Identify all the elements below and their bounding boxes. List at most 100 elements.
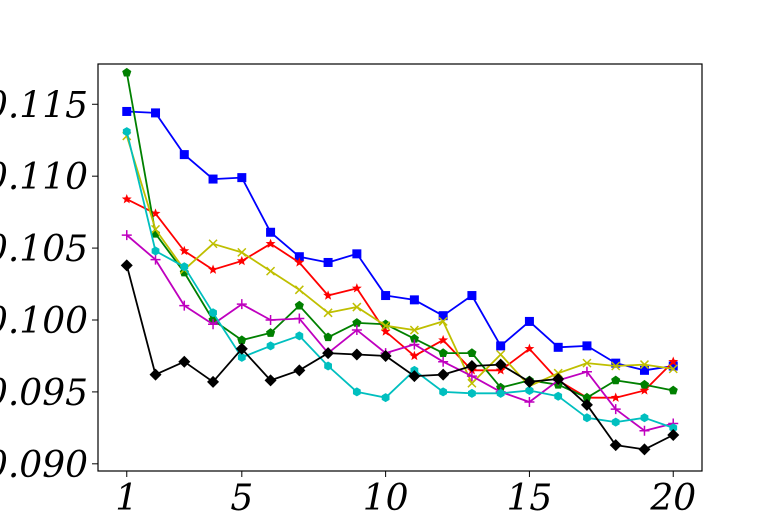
data-point — [639, 385, 650, 395]
data-point — [381, 291, 391, 301]
data-point — [467, 291, 477, 301]
data-point — [583, 413, 591, 423]
data-point — [525, 385, 534, 395]
series-pentagon — [122, 67, 678, 402]
data-point — [121, 193, 132, 204]
series-line — [125, 131, 674, 429]
data-point — [465, 360, 478, 373]
data-point — [352, 318, 362, 327]
series-layer — [120, 67, 680, 456]
data-point — [266, 341, 275, 351]
data-point — [524, 316, 534, 326]
y-axis: 0.090 0.095 0.100 0.105 0.110 0.115 — [0, 85, 98, 486]
data-point — [438, 348, 448, 357]
series-line — [125, 72, 674, 399]
data-point — [237, 335, 247, 345]
data-point — [582, 341, 592, 351]
data-point — [466, 371, 477, 382]
data-point — [151, 246, 160, 256]
data-point — [552, 372, 565, 385]
data-point — [207, 375, 220, 388]
data-point — [580, 398, 593, 411]
data-point — [523, 375, 536, 388]
data-point — [351, 283, 362, 293]
data-point — [639, 379, 650, 389]
data-point — [639, 425, 650, 436]
data-point — [180, 262, 189, 272]
data-point — [237, 352, 246, 362]
x-tick-label: 15 — [507, 478, 553, 519]
data-point — [668, 361, 678, 371]
data-point — [266, 328, 276, 337]
data-point — [496, 388, 505, 398]
data-point — [121, 230, 132, 241]
y-tick-label: 0.115 — [0, 85, 88, 126]
data-point — [179, 300, 190, 311]
data-point — [438, 316, 448, 326]
data-point — [409, 350, 420, 361]
plot-area-frame — [97, 63, 703, 472]
data-point — [323, 257, 333, 267]
data-point — [379, 349, 392, 362]
data-point — [150, 254, 161, 265]
series-hexagon — [122, 127, 678, 433]
data-point — [582, 392, 592, 402]
data-point — [610, 392, 621, 402]
data-point — [122, 127, 131, 137]
data-point — [265, 238, 276, 248]
y-tick-label: 0.100 — [0, 301, 88, 342]
data-point — [150, 224, 161, 234]
data-point — [381, 321, 391, 331]
data-point — [554, 391, 563, 401]
data-point — [611, 361, 621, 371]
data-point — [178, 355, 191, 368]
data-point — [639, 360, 650, 370]
data-point — [149, 368, 162, 381]
data-point — [323, 308, 333, 318]
y-tick-label: 0.095 — [0, 373, 88, 414]
data-point — [266, 266, 276, 276]
series-line — [125, 135, 674, 387]
data-point — [208, 264, 218, 274]
data-point — [381, 393, 390, 403]
data-point — [467, 378, 477, 388]
series-square — [122, 106, 678, 375]
data-point — [352, 302, 362, 312]
series-plus — [121, 230, 679, 436]
data-point — [409, 325, 419, 335]
data-point — [639, 365, 649, 375]
data-point — [208, 239, 218, 249]
data-point — [408, 370, 421, 383]
data-point — [438, 311, 448, 321]
data-point — [208, 174, 218, 184]
data-point — [208, 319, 219, 330]
series-line — [126, 234, 674, 432]
x-axis: 1 5 10 15 20 — [115, 471, 696, 519]
data-point — [611, 375, 621, 385]
data-point — [467, 348, 477, 357]
data-point — [151, 108, 161, 118]
data-point — [265, 314, 276, 325]
data-point — [496, 349, 506, 360]
x-tick-label: 5 — [230, 478, 253, 519]
data-point — [640, 413, 649, 423]
data-point — [294, 300, 304, 310]
data-point — [494, 358, 507, 371]
data-point — [351, 325, 362, 336]
x-tick-label: 20 — [649, 478, 696, 519]
series-line — [126, 110, 674, 372]
data-point — [524, 396, 535, 407]
series-x — [122, 131, 678, 391]
data-point — [609, 439, 622, 452]
data-point — [236, 299, 247, 310]
data-point — [638, 443, 651, 456]
data-point — [350, 348, 363, 361]
data-point — [409, 333, 419, 343]
data-point — [150, 208, 161, 218]
data-point — [611, 417, 620, 427]
data-point — [438, 334, 449, 345]
data-point — [409, 339, 420, 350]
data-point — [438, 356, 449, 367]
y-tick-label: 0.090 — [0, 445, 88, 486]
